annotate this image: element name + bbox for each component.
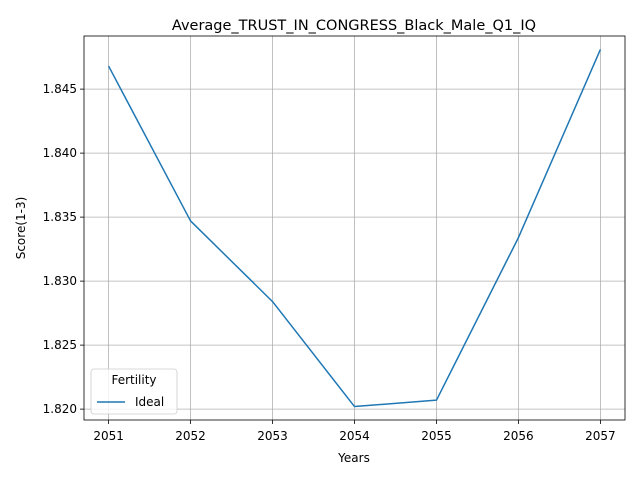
series-line-ideal bbox=[107, 49, 602, 408]
y-tick-label: 1.835 bbox=[43, 210, 77, 224]
y-axis-title: Score(1-3) bbox=[14, 197, 28, 260]
x-tick-label: 2053 bbox=[257, 429, 288, 443]
x-ticks: 2051 2052 2053 2054 2055 2056 2057 bbox=[93, 420, 616, 443]
y-tick-label: 1.825 bbox=[43, 338, 77, 352]
x-tick-label: 2055 bbox=[421, 429, 452, 443]
y-tick-label: 1.830 bbox=[43, 274, 77, 288]
legend-title: Fertility bbox=[111, 373, 156, 387]
chart-title: Average_TRUST_IN_CONGRESS_Black_Male_Q1_… bbox=[172, 18, 536, 34]
legend: Fertility Ideal bbox=[90, 368, 178, 415]
legend-label-ideal: Ideal bbox=[135, 395, 164, 409]
y-tick-label: 1.845 bbox=[43, 82, 77, 96]
x-tick-label: 2057 bbox=[585, 429, 616, 443]
x-axis-title: Years bbox=[337, 451, 370, 465]
grid-lines bbox=[84, 36, 625, 420]
y-tick-label: 1.820 bbox=[43, 402, 77, 416]
x-tick-label: 2051 bbox=[93, 429, 124, 443]
y-tick-label: 1.840 bbox=[43, 146, 77, 160]
x-tick-label: 2056 bbox=[503, 429, 534, 443]
x-tick-label: 2054 bbox=[339, 429, 370, 443]
series-layer bbox=[107, 49, 602, 408]
y-ticks: 1.820 1.825 1.830 1.835 1.840 1.845 bbox=[43, 82, 84, 416]
x-tick-label: 2052 bbox=[175, 429, 206, 443]
